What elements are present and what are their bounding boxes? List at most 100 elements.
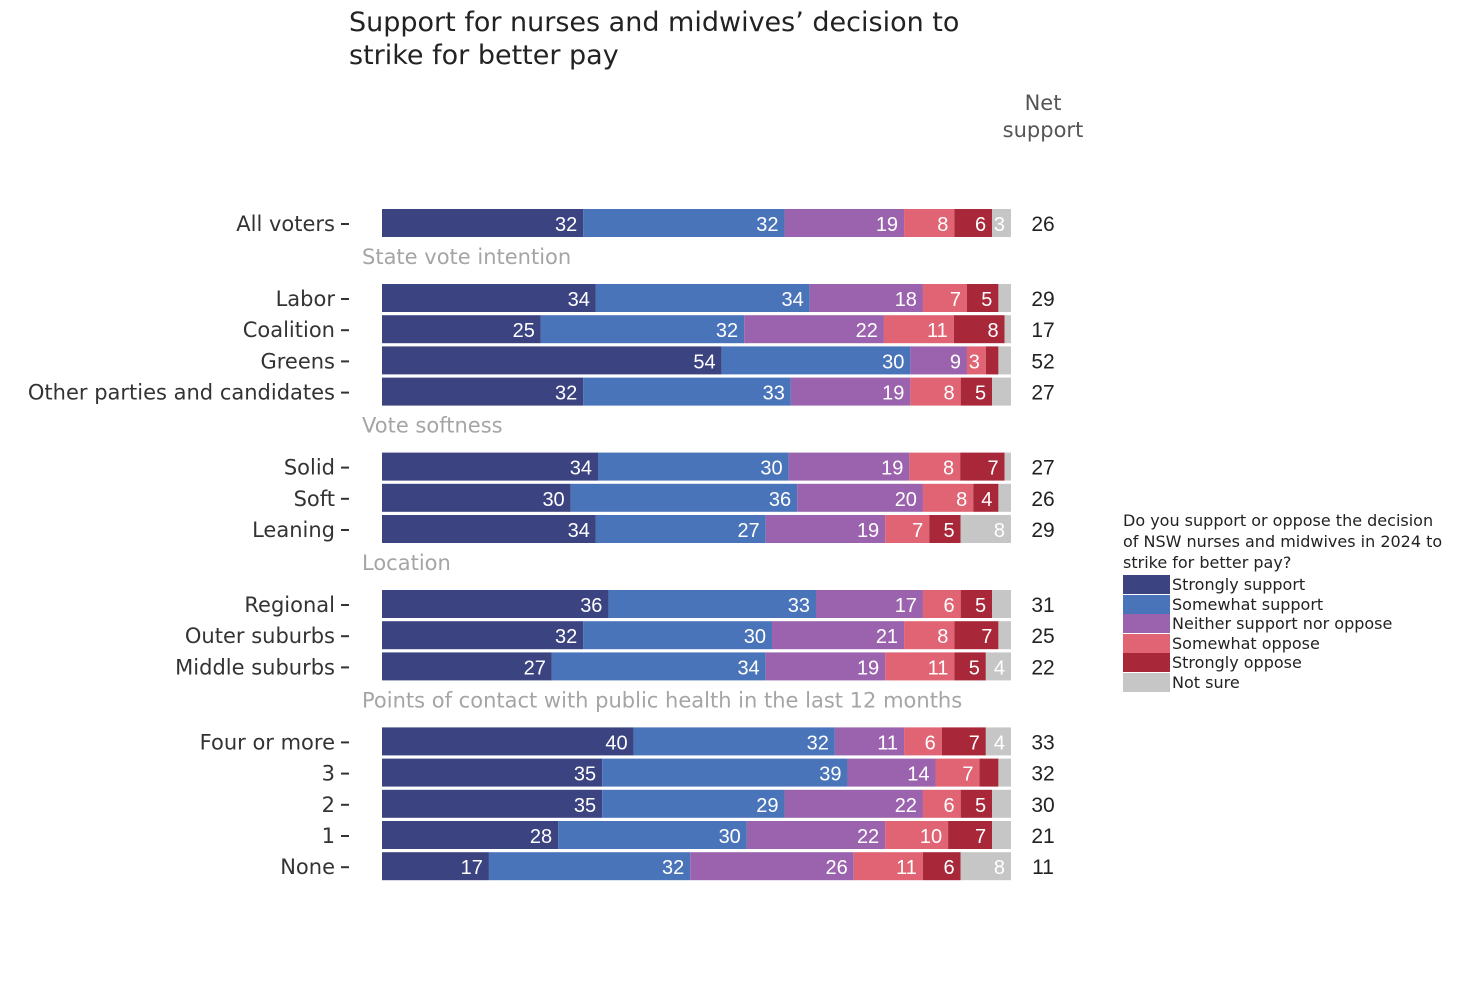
bar-value-label: 5: [969, 657, 980, 679]
bar-segment: [382, 284, 596, 312]
bar-segment: [382, 590, 609, 618]
bar-segment: [382, 315, 541, 344]
bar-value-label: 30: [719, 826, 741, 848]
chart-title: Support for nurses and midwives’ decisio…: [349, 6, 959, 72]
net-support-header-line1: Net: [1024, 91, 1062, 115]
bar-segment: [746, 821, 886, 849]
bar-value-label: 40: [605, 732, 627, 754]
bar-segment: [998, 346, 1011, 375]
bar-value-label: 4: [981, 489, 992, 511]
category-label: 2: [322, 793, 335, 817]
bar-segment: [909, 452, 961, 481]
bar-value-label: 6: [975, 214, 986, 236]
net-support-value: 11: [1032, 856, 1054, 879]
bar-segment: [765, 515, 886, 543]
legend-label: Strongly support: [1172, 575, 1306, 595]
group-heading: Points of contact with public health in …: [362, 688, 962, 712]
bar-value-label: 5: [944, 520, 955, 542]
category-label: Four or more: [200, 730, 335, 754]
bar-segment: [488, 852, 691, 881]
bar-value-label: 8: [956, 489, 967, 511]
category-label: Greens: [260, 349, 335, 373]
bar-value-label: 3: [969, 351, 980, 373]
bar-value-label: 54: [693, 351, 715, 373]
bar-segment: [847, 758, 936, 787]
bar-value-label: 19: [882, 383, 904, 405]
net-support-value: 22: [1031, 656, 1054, 679]
bar-segment: [922, 789, 961, 818]
bar-value-label: 22: [856, 320, 878, 342]
bar-segment: [816, 590, 923, 618]
net-support-value: 32: [1031, 763, 1054, 786]
bar-value-label: 21: [876, 626, 898, 648]
bar-segment: [834, 727, 905, 756]
bar-value-label: 30: [760, 458, 782, 480]
bar-segment: [790, 377, 911, 406]
legend: Do you support or oppose the decision of…: [1123, 510, 1473, 692]
legend-label: Somewhat support: [1172, 594, 1324, 614]
bar-segment: [797, 483, 923, 512]
bar-segment: [744, 315, 884, 344]
category-label: Labor: [276, 287, 336, 311]
bar-value-label: 8: [943, 458, 954, 480]
bar-value-label: 8: [994, 857, 1005, 879]
bar-value-label: 39: [819, 764, 841, 786]
bar-segment: [885, 652, 955, 681]
bar-segment: [922, 483, 974, 512]
bar-value-label: 7: [912, 520, 923, 542]
bar-value-label: 11: [927, 320, 948, 342]
legend-label: Strongly oppose: [1172, 653, 1302, 673]
legend-item-somewhat-oppose: Somewhat oppose: [1123, 633, 1473, 654]
bar-segment: [960, 377, 993, 406]
bar-value-label: 36: [769, 489, 791, 511]
bar-segment: [784, 789, 923, 818]
bar-value-label: 32: [662, 857, 684, 879]
bar-segment: [922, 852, 961, 881]
bar-segment: [382, 346, 722, 375]
category-label: Coalition: [243, 318, 335, 342]
bar-value-label: 8: [937, 214, 948, 236]
bar-segment: [954, 209, 993, 237]
category-label: Solid: [284, 456, 335, 480]
bar-value-label: 5: [975, 595, 986, 617]
legend-title-line3: strike for better pay?: [1123, 553, 1292, 572]
bar-value-label: 6: [944, 795, 955, 817]
legend-item-strongly-oppose: Strongly oppose: [1123, 653, 1473, 673]
bar-value-label: 4: [994, 732, 1005, 754]
chart-title-line2: strike for better pay: [349, 40, 619, 71]
bar-segment: [382, 852, 489, 881]
bar-value-label: 33: [763, 383, 785, 405]
bar-value-label: 5: [975, 383, 986, 405]
bar-value-label: 34: [781, 289, 803, 311]
legend-swatch: [1123, 633, 1170, 653]
legend-label: Not sure: [1172, 672, 1240, 692]
bar-segment: [960, 452, 1005, 481]
bar-value-label: 11: [896, 857, 917, 879]
bar-value-label: 32: [555, 214, 577, 236]
net-support-header-line2: support: [1002, 118, 1084, 142]
bar-value-label: 30: [882, 351, 904, 373]
bar-value-label: 8: [944, 383, 955, 405]
bar-segment: [960, 590, 993, 618]
bar-segment: [690, 852, 854, 881]
bar-value-label: 32: [716, 320, 738, 342]
bar-segment: [602, 789, 785, 818]
bar-segment: [595, 515, 766, 543]
bar-value-label: 32: [756, 214, 778, 236]
category-label: 3: [322, 762, 335, 786]
bar-value-label: 35: [574, 795, 596, 817]
bar-segment: [929, 515, 961, 543]
bar-segment: [992, 789, 1011, 818]
bar-value-label: 32: [807, 732, 829, 754]
bar-segment: [992, 377, 1011, 406]
bar-segment: [583, 377, 791, 406]
bar-segment: [966, 284, 999, 312]
bar-segment: [583, 209, 785, 237]
category-label: Soft: [294, 487, 335, 511]
legend-label: Neither support nor oppose: [1172, 614, 1393, 634]
bar-segment: [382, 758, 603, 787]
legend-title: Do you support or oppose the decision of…: [1123, 510, 1473, 573]
bar-value-label: 17: [461, 857, 483, 879]
bar-value-label: 30: [542, 489, 564, 511]
